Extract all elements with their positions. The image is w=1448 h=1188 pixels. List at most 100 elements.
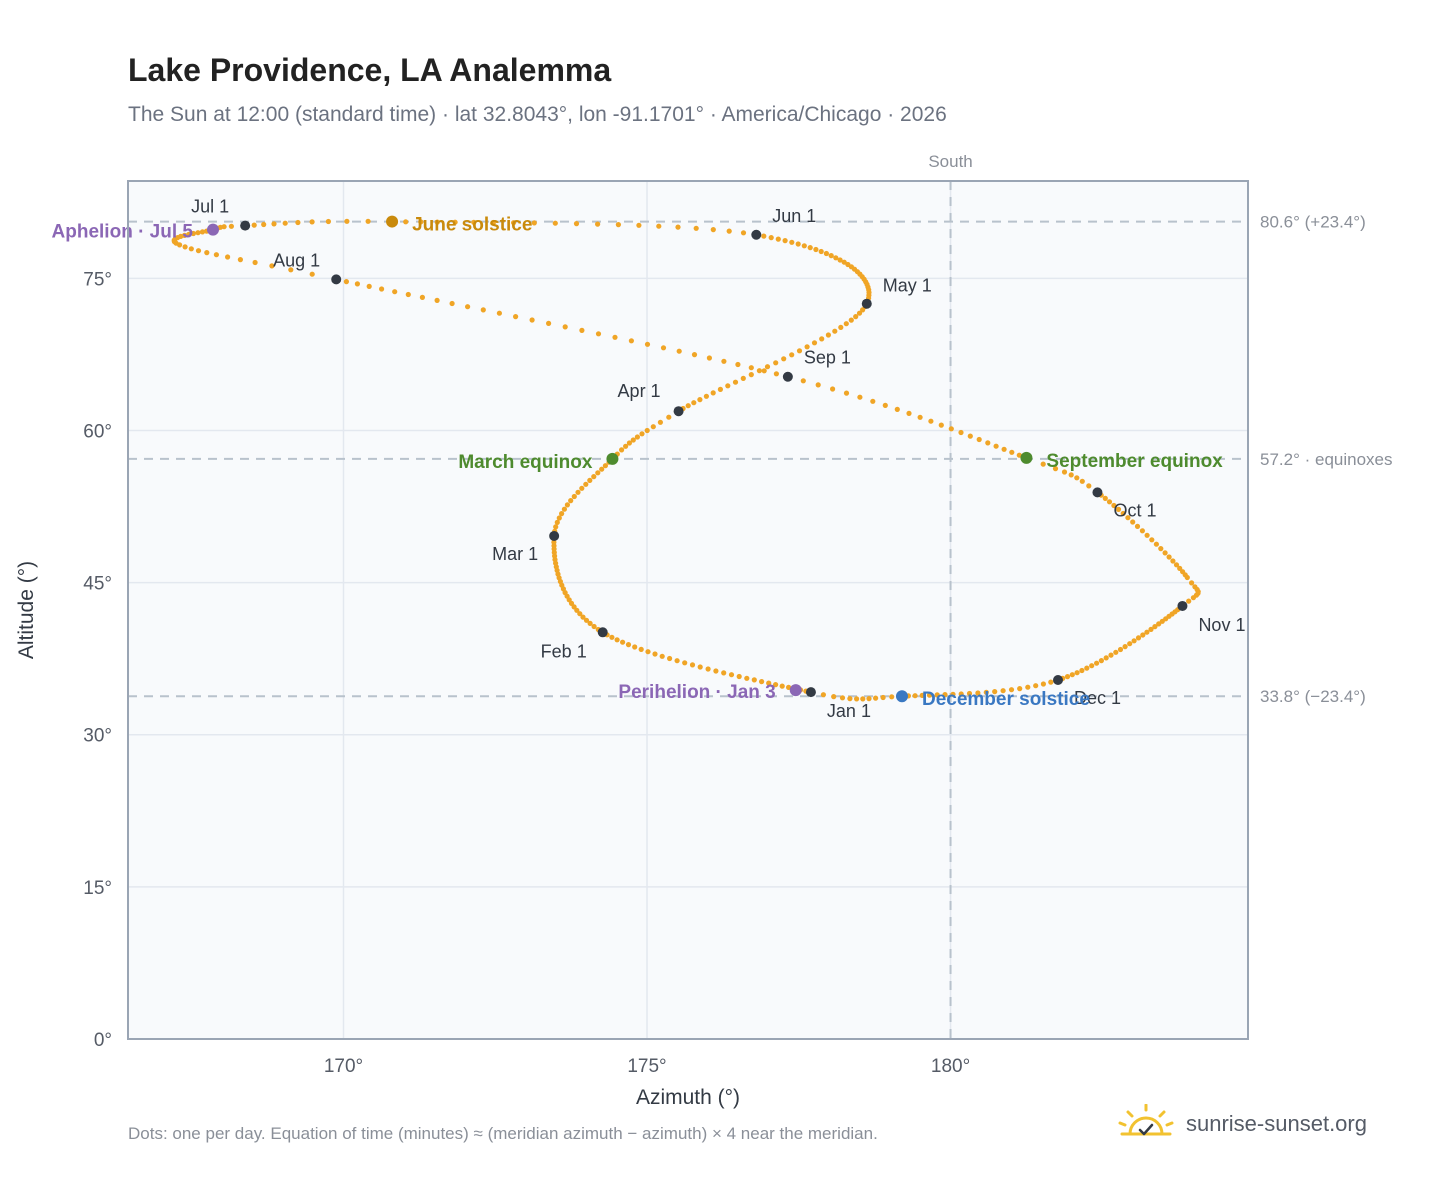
daily-sun-dot [833, 255, 839, 261]
daily-sun-dot [1074, 670, 1080, 676]
daily-sun-dot [195, 248, 202, 254]
daily-sun-dot [710, 227, 716, 233]
daily-sun-dot [510, 220, 517, 226]
daily-sun-dot [682, 660, 688, 666]
event-marker [789, 684, 802, 697]
daily-sun-dot [579, 327, 585, 333]
daily-sun-dot [768, 235, 774, 241]
daily-sun-dot [365, 218, 371, 224]
daily-sun-dot [392, 289, 398, 295]
daily-sun-dot [295, 219, 301, 226]
daily-sun-dot [748, 365, 754, 371]
daily-sun-dot [325, 218, 331, 225]
daily-sun-dot [465, 304, 471, 310]
daily-sun-dot [773, 371, 780, 377]
reference-line-label: 80.6° (+23.4°) [1260, 213, 1366, 232]
daily-sun-dot [1017, 686, 1023, 692]
daily-sun-dot [710, 390, 716, 396]
month-label: Jan 1 [827, 701, 871, 721]
daily-sun-dot [966, 690, 973, 697]
month-marker [1177, 600, 1188, 611]
daily-sun-dot [839, 695, 846, 701]
daily-sun-dot [786, 684, 792, 691]
daily-sun-dot [691, 352, 698, 358]
daily-sun-dot [1135, 635, 1142, 641]
brand-name[interactable]: sunrise-sunset.org [1186, 1111, 1367, 1136]
daily-sun-dot [950, 691, 956, 697]
daily-sun-dot [595, 221, 601, 227]
month-label: Jun 1 [772, 206, 816, 226]
event-label: June solstice [412, 215, 532, 236]
daily-sun-dot [1098, 658, 1104, 664]
daily-sun-dot [1140, 632, 1146, 638]
daily-sun-dot [1079, 667, 1085, 674]
month-marker [331, 274, 342, 285]
daily-sun-dot [379, 286, 385, 292]
daily-sun-dot [697, 664, 703, 670]
daily-sun-dot [564, 502, 571, 508]
daily-sun-dot [1008, 687, 1015, 693]
x-tick-label: 170° [324, 1056, 363, 1077]
daily-sun-dot [1125, 515, 1131, 521]
daily-sun-dot [638, 646, 644, 653]
daily-sun-dot [309, 271, 315, 277]
daily-sun-dot [856, 310, 863, 316]
daily-sun-dot [1052, 466, 1059, 472]
daily-sun-dot [674, 658, 680, 664]
month-marker [597, 627, 608, 638]
daily-sun-dot [818, 248, 824, 255]
daily-sun-dot [1149, 537, 1155, 543]
daily-sun-dot [828, 253, 834, 259]
daily-sun-dot [740, 230, 747, 236]
daily-sun-dot [870, 398, 876, 404]
daily-sun-dot [721, 358, 727, 364]
daily-sun-dot [1064, 674, 1071, 680]
daily-sun-dot [1000, 688, 1006, 694]
reference-line-label: 33.8° (−23.4°) [1260, 687, 1366, 706]
daily-sun-dot [847, 696, 853, 702]
event-marker [386, 215, 399, 228]
event-marker [1020, 451, 1033, 464]
daily-sun-dot [837, 257, 843, 263]
daily-sun-dot [452, 219, 458, 225]
event-marker [206, 223, 219, 236]
daily-sun-dot [800, 378, 806, 384]
daily-sun-dot [579, 485, 585, 491]
daily-sun-dot [832, 328, 838, 334]
daily-sun-dot [659, 653, 665, 659]
daily-sun-dot [252, 259, 258, 266]
daily-sun-dot [1094, 660, 1100, 666]
daily-sun-dot [1040, 461, 1046, 467]
daily-sun-dot [1074, 475, 1080, 481]
daily-sun-dot [343, 279, 349, 285]
plot-area [128, 181, 1248, 1039]
daily-sun-dot [830, 386, 836, 392]
reference-line-label: 57.2° · equinoxes [1260, 450, 1393, 469]
daily-sun-dot [725, 383, 731, 389]
daily-sun-dot [691, 400, 697, 406]
daily-sun-dot [575, 489, 581, 495]
daily-sun-dot [1159, 618, 1165, 624]
brand[interactable]: sunrise-sunset.org [1118, 1100, 1367, 1148]
daily-sun-dot [1115, 506, 1122, 512]
daily-sun-dot [985, 440, 991, 446]
daily-sun-dot [992, 689, 998, 695]
daily-sun-dot [804, 344, 810, 350]
month-marker [1052, 674, 1063, 685]
daily-sun-dot [657, 419, 664, 425]
month-label: Feb 1 [541, 641, 587, 661]
daily-sun-dot [354, 281, 360, 287]
y-tick-label: 0° [94, 1030, 112, 1051]
daily-sun-dot [644, 427, 650, 434]
month-label: Jul 1 [191, 197, 229, 217]
daily-sun-dot [1106, 499, 1113, 505]
event-label: September equinox [1046, 451, 1223, 472]
date-markers: Jan 1 Feb 1 Mar 1 Apr 1 May 1 Jun 1 Jul 1 Aug 1… [52, 197, 1246, 722]
daily-sun-dot [815, 382, 821, 388]
daily-sun-dot [1048, 679, 1054, 685]
daily-sun-dot [756, 368, 763, 374]
daily-sun-dot [782, 238, 788, 244]
daily-sun-dot [934, 692, 940, 698]
chart-title: Lake Providence, LA Analemma [128, 52, 612, 88]
daily-sun-dot [609, 634, 615, 640]
